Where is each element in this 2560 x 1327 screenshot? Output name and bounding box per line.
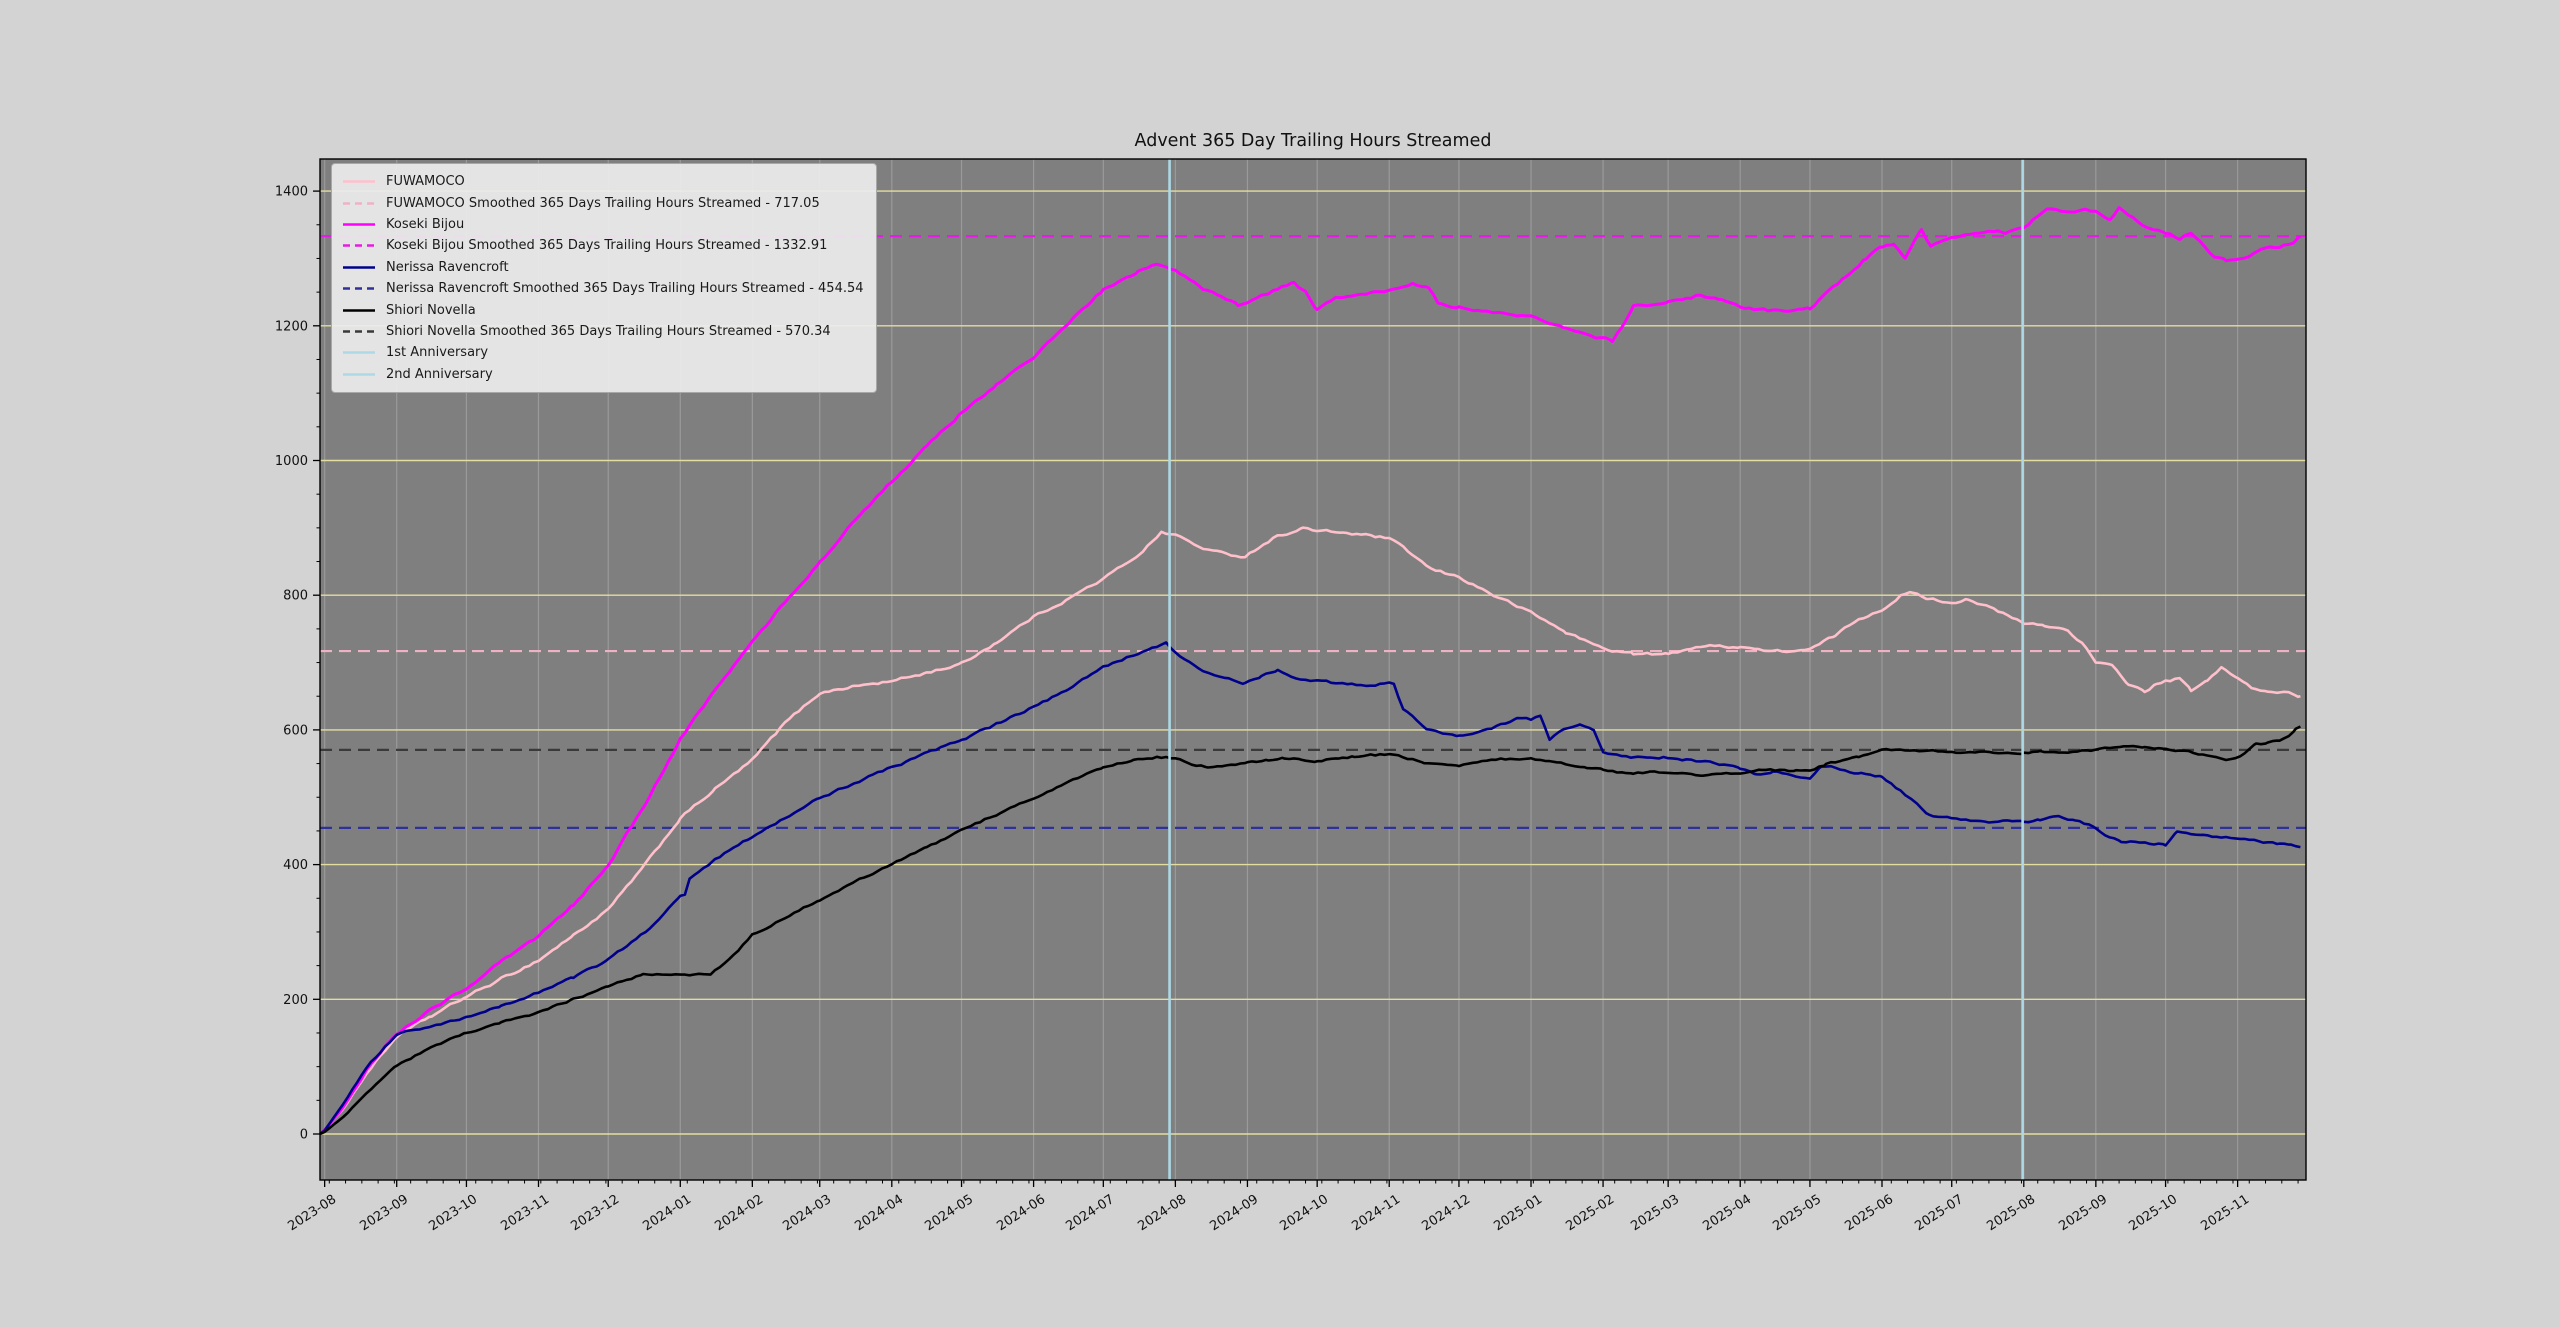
legend-line-swatch [343, 330, 375, 333]
y-tick-label: 200 [283, 993, 308, 1008]
chart-title: Advent 365 Day Trailing Hours Streamed [1134, 131, 1492, 151]
legend-line-swatch [343, 223, 375, 226]
y-tick-label: 0 [300, 1128, 308, 1143]
y-tick-label: 1200 [275, 319, 308, 334]
legend-label: Nerissa Ravencroft Smoothed 365 Days Tra… [386, 281, 864, 297]
series-nerissa-ravencroft [319, 641, 2301, 1136]
legend-label: Shiori Novella Smoothed 365 Days Trailin… [386, 323, 831, 339]
legend-line-swatch [343, 372, 375, 376]
series-fuwamoco [319, 526, 2301, 1136]
y-tick-label: 1000 [275, 454, 308, 469]
legend-line-swatch [343, 265, 375, 269]
legend-label: Koseki Bijou [386, 216, 465, 232]
legend-item: Koseki Bijou [342, 214, 864, 235]
legend-item: 2nd Anniversary [342, 364, 864, 385]
legend-item: FUWAMOCO Smoothed 365 Days Trailing Hour… [342, 192, 864, 213]
series-koseki-bijou [319, 206, 2302, 1136]
y-tick-label: 400 [283, 858, 308, 873]
legend-line-swatch [343, 308, 375, 312]
legend-label: FUWAMOCO [386, 174, 465, 190]
legend-line-swatch [343, 180, 375, 183]
legend-line-swatch [343, 244, 375, 248]
y-tick-label: 1400 [275, 185, 308, 200]
series-shiori-novella [319, 725, 2301, 1136]
axes-spines [319, 158, 2307, 1181]
legend-label: 2nd Anniversary [386, 366, 493, 382]
legend-item: Shiori Novella [342, 299, 864, 320]
legend-label: Shiori Novella [386, 302, 476, 318]
legend: FUWAMOCO FUWAMOCO Smoothed 365 Days Trail… [331, 163, 877, 393]
y-tick-label: 600 [283, 723, 308, 738]
legend-label: 1st Anniversary [386, 345, 489, 361]
legend-item: Nerissa Ravencroft Smoothed 365 Days Tra… [342, 278, 864, 299]
y-tick-label: 800 [283, 589, 308, 604]
legend-item: 1st Anniversary [342, 342, 864, 363]
legend-item: Nerissa Ravencroft [342, 257, 864, 278]
legend-label: Nerissa Ravencroft [386, 259, 509, 275]
legend-label: Koseki Bijou Smoothed 365 Days Trailing … [386, 238, 828, 254]
legend-item: Koseki Bijou Smoothed 365 Days Trailing … [342, 235, 864, 256]
legend-line-swatch [343, 351, 375, 355]
legend-label: FUWAMOCO Smoothed 365 Days Trailing Hour… [386, 195, 820, 211]
legend-item: FUWAMOCO [342, 171, 864, 192]
legend-line-swatch [343, 201, 375, 205]
legend-line-swatch [343, 287, 375, 290]
legend-item: Shiori Novella Smoothed 365 Days Trailin… [342, 321, 864, 342]
